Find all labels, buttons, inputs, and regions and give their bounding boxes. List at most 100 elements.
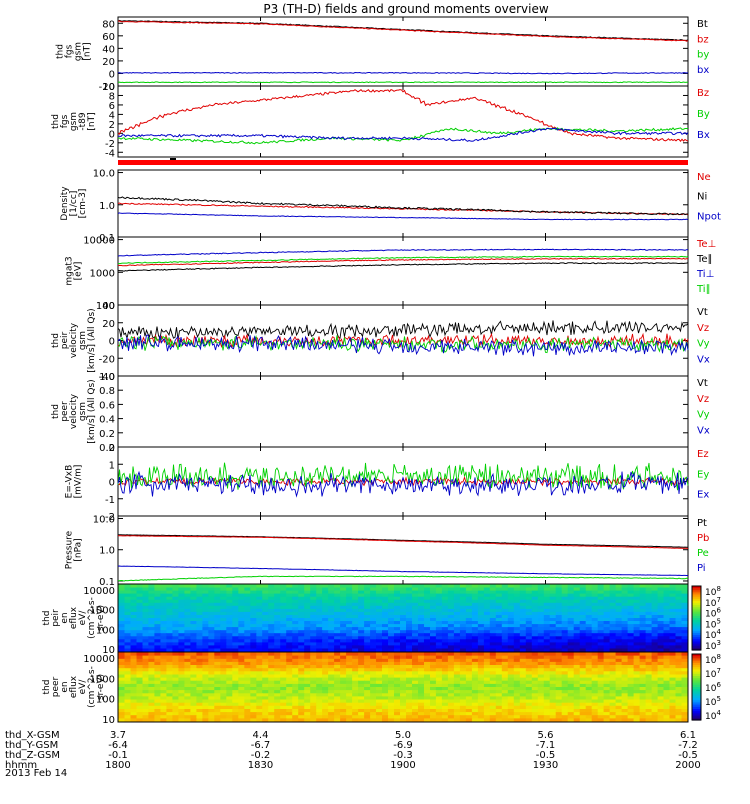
heatmap-cell (142, 593, 150, 598)
heatmap-cell (459, 715, 467, 719)
heatmap-cell (573, 611, 581, 616)
heatmap-cell (136, 702, 144, 707)
heatmap-cell (525, 658, 533, 663)
heatmap-cell (214, 683, 221, 688)
heatmap-cell (507, 661, 515, 666)
heatmap-cell (394, 709, 401, 713)
heatmap-cell (370, 712, 377, 716)
heatmap-cell (190, 674, 197, 679)
heatmap-cell (310, 593, 317, 598)
heatmap-cell (202, 680, 209, 685)
heatmap-cell (507, 665, 515, 669)
heatmap-cell (675, 668, 683, 672)
y-axis-label-line: peir (60, 331, 70, 349)
heatmap-cell (244, 642, 251, 646)
heatmap-cell (364, 593, 371, 598)
heatmap-cell (346, 677, 353, 682)
heatmap-cell (316, 693, 323, 697)
heatmap-cell (160, 683, 167, 688)
heatmap-cell (310, 627, 317, 631)
colorbar-tick-label: 105 (705, 695, 721, 708)
heatmap-cell (346, 639, 353, 643)
heatmap-cell (142, 683, 150, 688)
y-axis-label: Density [1/cc] [cm-3] (60, 186, 88, 221)
heatmap-cell (651, 590, 659, 595)
heatmap-cell (501, 602, 509, 607)
heatmap-cell (370, 627, 377, 631)
heatmap-cell (310, 674, 317, 679)
heatmap-cell (430, 683, 437, 688)
heatmap-cell (681, 636, 689, 640)
heatmap-cell (615, 712, 623, 716)
heatmap-cell (172, 696, 179, 701)
heatmap-cell (202, 665, 209, 669)
heatmap-cell (483, 683, 491, 688)
heatmap-cell (184, 680, 191, 685)
heatmap-cell (603, 693, 611, 697)
heatmap-cell (262, 596, 269, 601)
heatmap-cell (316, 709, 323, 713)
heatmap-cell (609, 624, 617, 628)
heatmap-cell (316, 683, 323, 688)
heatmap-cell (304, 677, 311, 682)
heatmap-cell (328, 696, 335, 701)
heatmap-cell (214, 661, 221, 666)
heatmap-cell (501, 665, 509, 669)
heatmap-cell (196, 587, 203, 592)
heatmap-cell (358, 636, 365, 640)
heatmap-cell (459, 627, 467, 631)
heatmap-cell (549, 655, 557, 660)
heatmap-cell (340, 633, 347, 637)
heatmap-cell (459, 661, 467, 666)
heatmap-cell (394, 608, 401, 613)
heatmap-cell (657, 715, 665, 719)
y-tick-label: 0.2 (99, 429, 115, 440)
heatmap-cell (663, 615, 671, 619)
heatmap-cell (531, 680, 539, 685)
heatmap-cell (250, 709, 257, 713)
heatmap-cell (609, 665, 617, 669)
heatmap-cell (310, 621, 317, 625)
heatmap-cell (256, 699, 263, 704)
heatmap-cell (262, 608, 269, 613)
heatmap-cell (154, 587, 161, 592)
heatmap-cell (657, 705, 665, 710)
heatmap-cell (651, 705, 659, 710)
heatmap-cell (370, 630, 377, 634)
heatmap-cell (334, 709, 341, 713)
heatmap-cell (280, 618, 287, 622)
heatmap-cell (681, 699, 689, 704)
heatmap-cell (435, 705, 443, 710)
heatmap-cell (525, 683, 533, 688)
heatmap-cell (196, 642, 203, 646)
heatmap-cell (555, 712, 563, 716)
heatmap-cell (250, 645, 257, 649)
heatmap-cell (130, 718, 138, 723)
heatmap-cell (358, 671, 365, 675)
heatmap-cell (627, 715, 635, 719)
heatmap-cell (489, 687, 497, 691)
heatmap-cell (477, 624, 485, 628)
heatmap-cell (220, 705, 227, 710)
heatmap-cell (555, 584, 563, 589)
time-axis-value: 3.7 (110, 730, 126, 741)
heatmap-cell (495, 702, 503, 707)
colorbar-swatch (692, 628, 701, 632)
heatmap-cell (489, 658, 497, 663)
time-axis-value: 4.4 (253, 730, 269, 741)
heatmap-cell (555, 674, 563, 679)
heatmap-cell (130, 633, 138, 637)
heatmap-cell (567, 590, 575, 595)
heatmap-cell (453, 596, 461, 601)
heatmap-cell (531, 705, 539, 710)
heatmap-cell (322, 599, 329, 604)
heatmap-cell (412, 683, 419, 688)
legend-entry: Vx (697, 354, 710, 365)
heatmap-cell (609, 587, 617, 592)
heatmap-cell (130, 696, 138, 701)
heatmap-cell (160, 665, 167, 669)
legend-entry: Vt (697, 378, 708, 389)
heatmap-cell (154, 605, 161, 610)
heatmap-cell (208, 624, 215, 628)
heatmap-cell (585, 648, 593, 653)
